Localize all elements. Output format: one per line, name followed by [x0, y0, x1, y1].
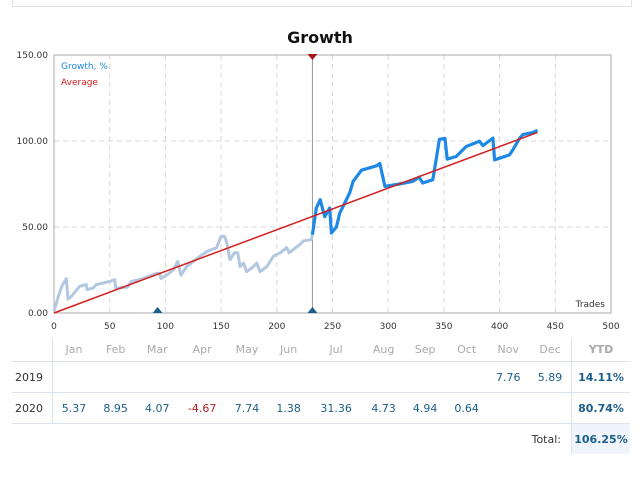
- x-tick-label: 450: [547, 322, 564, 332]
- growth-line: [310, 128, 539, 235]
- total-label: Total:: [12, 423, 572, 454]
- month-value: 0.64: [445, 392, 488, 424]
- header-blank: [12, 338, 53, 362]
- bottom-marker-triangle-icon: [152, 307, 163, 313]
- month-value: -4.67: [178, 392, 227, 424]
- growth-chart: 0 50 100 150 200 250 300 350 400 450 500 0.00 50.00 1…: [17, 51, 620, 332]
- plot-frame: [53, 54, 612, 314]
- x-tick-label: 150: [213, 322, 230, 332]
- month-value: [94, 361, 137, 393]
- month-header: May: [235, 343, 259, 356]
- month-header: Jul: [329, 343, 343, 356]
- legend-growth: Growth, %: [61, 62, 108, 72]
- ytd-header: YTD: [571, 338, 630, 362]
- month-header: Jan: [65, 343, 83, 356]
- month-value: [178, 361, 227, 393]
- x-tick-label: 300: [380, 322, 397, 332]
- month-value: [52, 361, 95, 393]
- y-tick-label: 100.00: [17, 137, 49, 147]
- month-value: 4.94: [404, 392, 446, 424]
- x-tick-label: 500: [602, 322, 619, 332]
- total-value: 106.25%: [571, 423, 630, 454]
- bottom-marker-triangle-icon: [307, 307, 318, 313]
- table-header-row: Jan Feb Mar Apr May Jun Jul Aug Sep Oct Nov Dec YTD: [12, 338, 630, 362]
- month-header: Sep: [414, 343, 436, 356]
- month-header: Nov: [497, 343, 519, 356]
- y-tick-label: 0.00: [28, 309, 48, 319]
- month-header: Oct: [457, 343, 477, 356]
- total-row: Total: 106.25%: [12, 423, 630, 454]
- month-value: [267, 361, 310, 393]
- x-tick-label: 50: [104, 322, 116, 332]
- year-label: 2019: [12, 361, 53, 393]
- month-header: Feb: [105, 343, 126, 356]
- month-value: 31.36: [309, 392, 363, 424]
- ytd-value: 80.74%: [571, 392, 630, 424]
- month-header: Dec: [539, 343, 561, 356]
- month-value: 8.95: [94, 392, 137, 424]
- x-tick-label: 100: [157, 322, 174, 332]
- month-value: 4.73: [362, 392, 405, 424]
- x-tick-label: 350: [435, 322, 452, 332]
- month-header: Apr: [192, 343, 212, 356]
- month-value: 5.37: [52, 392, 95, 424]
- month-header: Mar: [146, 343, 168, 356]
- year-label: 2020: [12, 392, 53, 424]
- month-value: [136, 361, 178, 393]
- month-value: [309, 361, 363, 393]
- month-value: 7.74: [226, 392, 268, 424]
- top-marker-triangle-icon: [307, 54, 318, 60]
- x-tick-label: 250: [324, 322, 341, 332]
- month-value: 1.38: [267, 392, 310, 424]
- legend-average: Average: [61, 78, 98, 88]
- y-tick-label: 50.00: [22, 223, 48, 233]
- x-tick-label: 0: [51, 322, 57, 332]
- month-value: [487, 392, 529, 424]
- table-row: 2020 5.37 8.95 4.07 -4.67 7.74 1.38 31.36 4.73 4.…: [12, 392, 630, 424]
- chart-title: Growth: [287, 28, 353, 47]
- x-axis-label: Trades: [575, 300, 606, 310]
- average-line: [53, 131, 538, 314]
- month-value: 7.76: [487, 361, 529, 393]
- top-panel-border: [12, 0, 632, 7]
- month-value: [362, 361, 405, 393]
- month-value: 5.89: [528, 361, 572, 393]
- month-value: 4.07: [136, 392, 178, 424]
- month-value: [445, 361, 488, 393]
- ytd-value: 14.11%: [571, 361, 630, 393]
- month-header: Jun: [280, 343, 298, 356]
- month-header: Aug: [372, 343, 395, 356]
- month-value: [528, 392, 572, 424]
- y-tick-label: 150.00: [17, 51, 49, 61]
- month-value: [404, 361, 446, 393]
- x-tick-label: 200: [268, 322, 285, 332]
- x-tick-label: 400: [491, 322, 508, 332]
- monthly-returns-table: Jan Feb Mar Apr May Jun Jul Aug Sep Oct Nov Dec YTD …: [12, 338, 630, 454]
- growth-line-history: [52, 234, 314, 312]
- table-row: 2019 7.76 5.89 14.11%: [12, 361, 630, 393]
- month-value: [226, 361, 268, 393]
